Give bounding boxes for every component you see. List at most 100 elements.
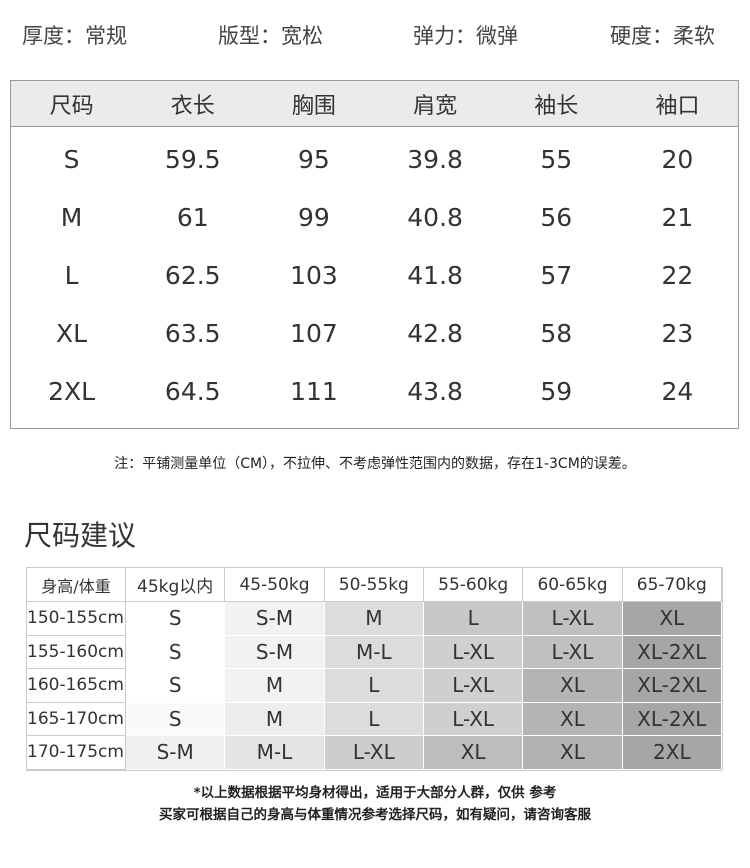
attribute-hardness: 硬度：柔软 [610,24,715,48]
size-table: 尺码 衣长 胸围 肩宽 袖长 袖口 S 59.5 95 39.8 55 20 M 61 99 40.8 56 2… [10,80,739,429]
table-cell: 22 [661,260,694,290]
measurement-note: 注：平铺测量单位（CM），不拉伸、不考虑弹性范围内的数据，存在1-3CM的误差。 [114,456,636,472]
size-cell: L-XL [423,702,524,736]
size-cell: L-XL [423,669,524,703]
size-cell: L-XL [523,602,623,636]
recommend-row: 150-155cm S S-M M L L-XL XL [27,602,722,636]
table-row: XL 63.5 107 42.8 58 23 [11,304,738,362]
size-cell: S-M [225,635,325,669]
header-cell: 袖口 [655,93,700,119]
height-cell: 160-165cm [27,669,126,703]
table-cell: 23 [661,318,694,348]
table-cell: 39.8 [407,144,463,174]
header-cell: 60-65kg [523,568,623,602]
size-cell: L [324,702,424,736]
attribute-elasticity: 弹力：微弹 [413,24,518,48]
table-cell: 107 [290,318,338,348]
table-cell: 55 [540,144,573,174]
size-cell: XL [622,602,722,636]
size-cell: XL [523,669,623,703]
height-cell: 155-160cm [27,635,126,669]
table-cell: 57 [540,260,573,290]
size-cell: S-M [225,602,325,636]
table-cell: 41.8 [407,260,463,290]
header-cell: 尺码 [49,93,94,119]
size-cell: S-M [126,736,226,770]
size-cell: S [126,602,226,636]
table-cell: 43.8 [407,376,463,406]
header-cell: 45-50kg [225,568,325,602]
table-row: 2XL 64.5 111 43.8 59 24 [11,362,738,420]
table-cell: 59 [540,376,573,406]
table-cell: 59.5 [164,144,221,174]
size-cell: S [126,635,226,669]
footer-line-1: *以上数据根据平均身材得出，适用于大部分人群，仅供 参考 [193,785,557,801]
height-cell: 170-175cm [27,736,126,770]
header-cell: 50-55kg [324,568,424,602]
size-cell: L-XL [423,635,524,669]
table-row: S 59.5 95 39.8 55 20 [11,130,738,188]
table-cell: 58 [540,318,573,348]
size-cell: XL [523,736,623,770]
recommend-table: 身高/体重 45kg以内 45-50kg 50-55kg 55-60kg 60-65kg 6… [26,567,723,771]
attribute-thickness: 厚度：常规 [22,24,127,48]
table-cell: 42.8 [407,318,463,348]
size-cell: XL [523,702,623,736]
table-cell: L [64,260,79,290]
footer-line-2: 买家可根据自己的身高与体重情况参考选择尺码，如有疑问，请咨询客服 [159,807,591,823]
header-cell: 55-60kg [423,568,524,602]
table-cell: 24 [661,376,694,406]
table-row: M 61 99 40.8 56 21 [11,188,738,246]
size-cell: XL [423,736,524,770]
size-cell: M [225,669,325,703]
size-cell: L [423,602,524,636]
table-cell: 40.8 [407,202,463,232]
size-table-header: 尺码 衣长 胸围 肩宽 袖长 袖口 [11,81,738,127]
size-cell: S [126,702,226,736]
table-cell: 62.5 [164,260,221,290]
table-cell: 21 [661,202,694,232]
table-cell: 95 [298,144,330,174]
recommend-title: 尺码建议 [24,519,137,552]
header-cell: 袖长 [534,93,579,119]
size-cell: M-L [324,635,424,669]
table-cell: 63.5 [164,318,221,348]
header-cell: 身高/体重 [27,568,126,602]
height-cell: 165-170cm [27,702,126,736]
size-cell: M [324,602,424,636]
attribute-fit: 版型：宽松 [218,24,323,48]
size-cell: 2XL [622,736,722,770]
recommend-row: 165-170cm S M L L-XL XL XL-2XL [27,702,722,736]
table-cell: XL [56,318,88,348]
table-cell: 111 [290,376,338,406]
size-cell: L [324,669,424,703]
size-cell: L-XL [324,736,424,770]
table-cell: 20 [661,144,694,174]
size-cell: L-XL [523,635,623,669]
size-cell: XL-2XL [622,702,722,736]
recommend-row: 160-165cm S M L L-XL XL XL-2XL [27,669,722,703]
header-cell: 衣长 [170,93,215,119]
table-cell: M [60,202,83,232]
table-cell: 61 [176,202,209,232]
table-cell: S [63,144,80,174]
size-cell: XL-2XL [622,635,722,669]
table-cell: 2XL [48,376,96,406]
size-cell: M [225,702,325,736]
recommend-row: 170-175cm S-M M-L L-XL XL XL 2XL [27,736,722,770]
table-cell: 99 [298,202,330,232]
table-cell: 56 [540,202,573,232]
size-cell: S [126,669,226,703]
height-cell: 150-155cm [27,602,126,636]
recommend-header-row: 身高/体重 45kg以内 45-50kg 50-55kg 55-60kg 60-65kg 6… [27,568,722,602]
header-cell: 胸围 [291,93,336,119]
header-cell: 45kg以内 [126,568,226,602]
header-cell: 肩宽 [413,93,458,119]
recommend-row: 155-160cm S S-M M-L L-XL L-XL XL-2XL [27,635,722,669]
table-row: L 62.5 103 41.8 57 22 [11,246,738,304]
size-cell: XL-2XL [622,669,722,703]
header-cell: 65-70kg [622,568,722,602]
table-cell: 103 [290,260,338,290]
table-cell: 64.5 [164,376,221,406]
